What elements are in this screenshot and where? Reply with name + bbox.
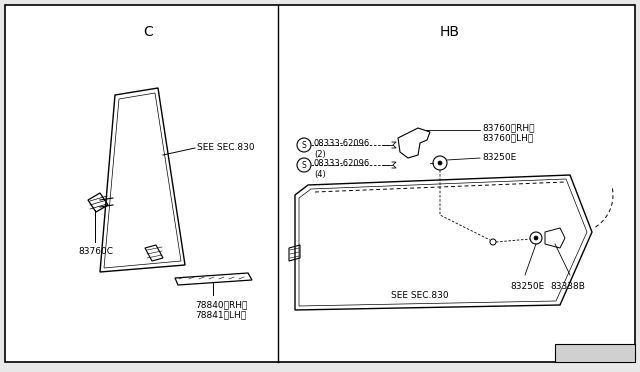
Text: 83250E: 83250E bbox=[510, 282, 544, 291]
Text: S: S bbox=[301, 141, 307, 150]
Text: 83760〈LH〉: 83760〈LH〉 bbox=[482, 134, 533, 142]
Text: HB: HB bbox=[440, 25, 460, 39]
Text: (4): (4) bbox=[314, 170, 326, 179]
Text: 83338B: 83338B bbox=[550, 282, 585, 291]
Text: 08333-62096: 08333-62096 bbox=[314, 140, 371, 148]
Text: 83760C: 83760C bbox=[78, 247, 113, 257]
Text: 78841〈LH〉: 78841〈LH〉 bbox=[195, 310, 246, 319]
Text: (2): (2) bbox=[314, 150, 326, 158]
Bar bbox=[555, 344, 635, 362]
Text: 78840〈RH〉: 78840〈RH〉 bbox=[195, 300, 248, 309]
Text: S: S bbox=[301, 160, 307, 170]
Text: C: C bbox=[143, 25, 153, 39]
Text: SEE SEC.830: SEE SEC.830 bbox=[391, 291, 449, 299]
Text: SEE SEC.830: SEE SEC.830 bbox=[197, 142, 255, 151]
Circle shape bbox=[438, 161, 442, 165]
Circle shape bbox=[534, 236, 538, 240]
Text: ^837*0007: ^837*0007 bbox=[569, 349, 621, 357]
Text: 83250E: 83250E bbox=[482, 153, 516, 161]
Text: 83760〈RH〉: 83760〈RH〉 bbox=[482, 124, 534, 132]
Text: 08333-62096: 08333-62096 bbox=[314, 160, 371, 169]
